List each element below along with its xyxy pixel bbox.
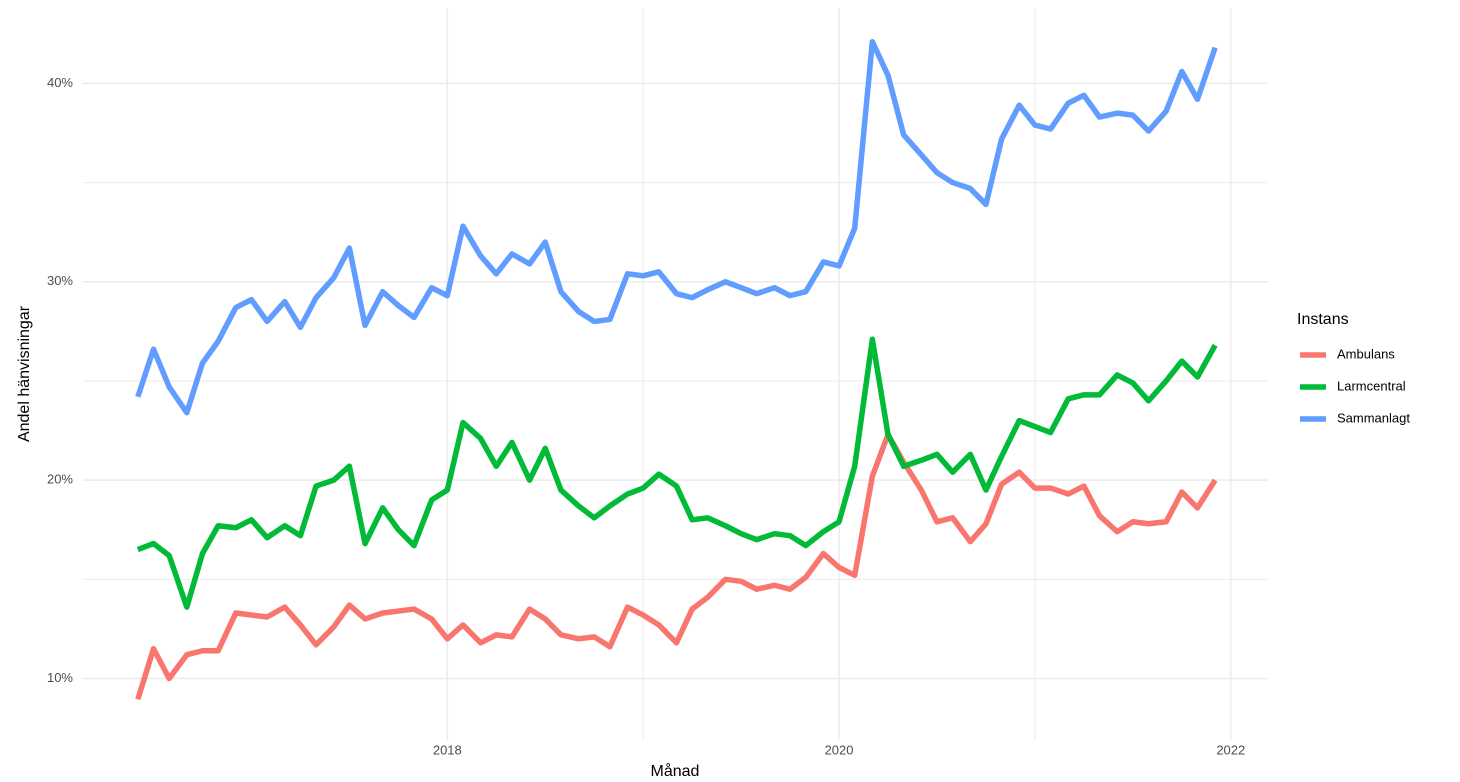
legend-label: Sammanlagt bbox=[1337, 410, 1410, 425]
legend-title: Instans bbox=[1297, 311, 1349, 328]
y-tick-label: 10% bbox=[47, 670, 73, 685]
y-tick-label: 20% bbox=[47, 472, 73, 487]
y-axis-title: Andel hänvisningar bbox=[16, 305, 33, 442]
x-tick-label: 2018 bbox=[433, 742, 462, 757]
series-line bbox=[135, 431, 1218, 701]
y-tick-label: 30% bbox=[47, 273, 73, 288]
legend-label: Larmcentral bbox=[1337, 378, 1406, 393]
x-tick-label: 2020 bbox=[825, 742, 854, 757]
series-line bbox=[135, 38, 1218, 416]
x-axis-title: Månad bbox=[651, 762, 700, 780]
grid bbox=[83, 8, 1268, 740]
series-line bbox=[136, 336, 1218, 610]
legend-label: Ambulans bbox=[1337, 346, 1395, 361]
y-tick-label: 40% bbox=[47, 75, 73, 90]
x-tick-label: 2022 bbox=[1216, 742, 1245, 757]
